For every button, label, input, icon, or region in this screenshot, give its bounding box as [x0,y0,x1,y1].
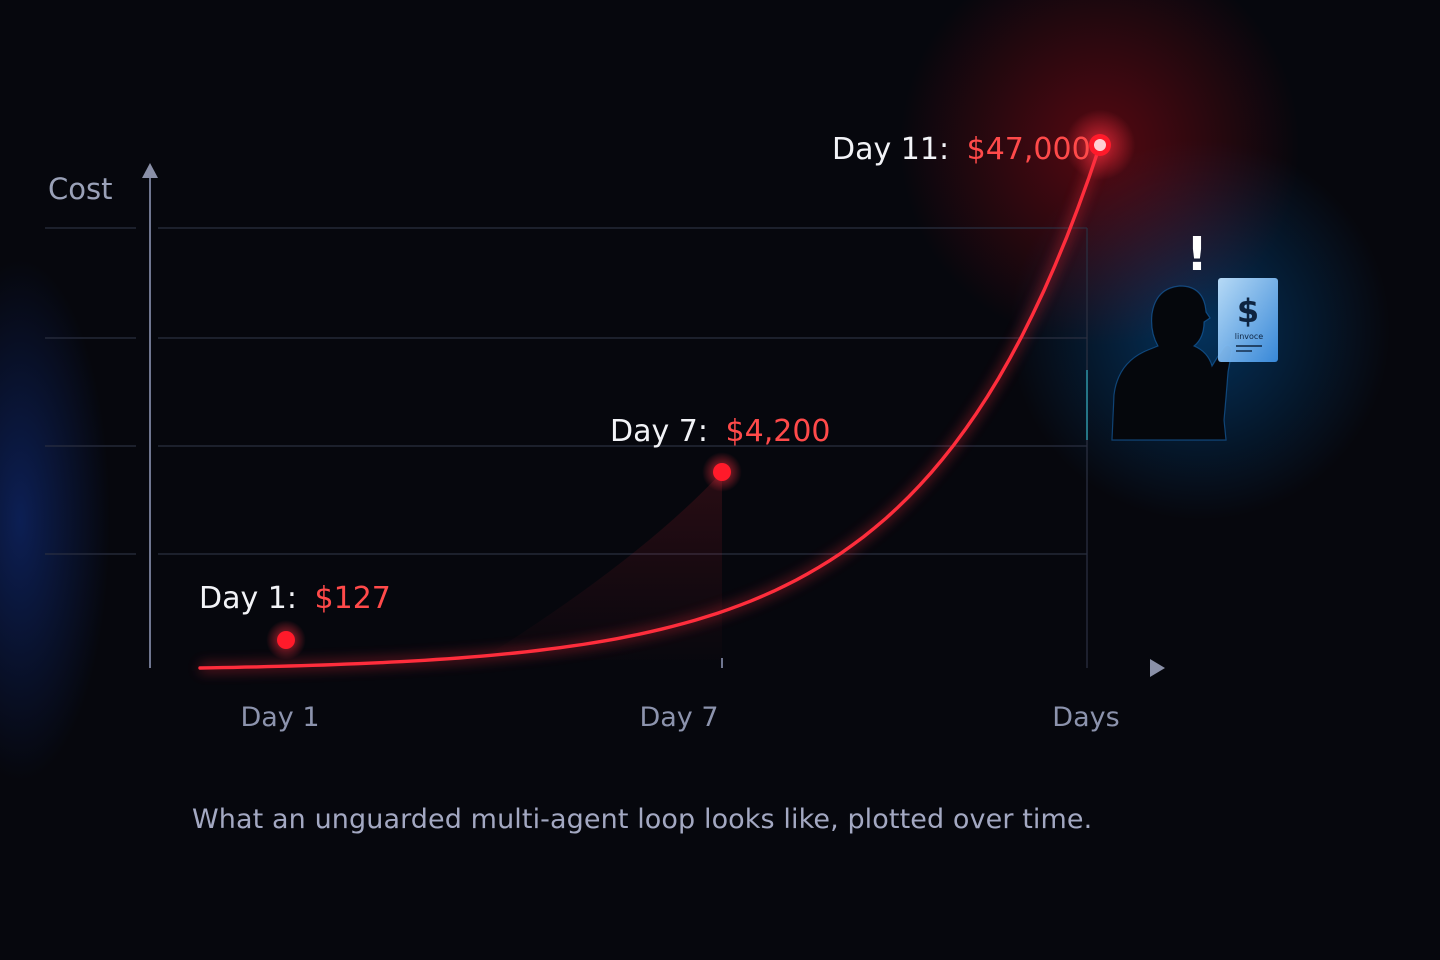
curve-area-shade [480,472,722,660]
data-point-core [1094,139,1106,151]
invoice-dollar: $ [1237,292,1259,330]
cost-curve [198,143,1102,670]
person-reading-invoice-icon: $ linvoce ! [1111,227,1278,441]
data-layer [198,109,1136,673]
grid-lines [45,227,1088,668]
person-silhouette-icon [1111,285,1233,441]
data-point [713,463,731,481]
annotation-day-7: Day 7: $4,200 [610,414,831,449]
annotation-label: Day 1: [199,581,297,616]
annotation-value: $47,000 [967,132,1091,167]
y-axis-arrow-icon [142,163,158,178]
annotation-label: Day 7: [610,414,708,449]
annotation-day-1: Day 1: $127 [199,581,391,616]
invoice-text: linvoce [1235,332,1264,341]
annotation-value: $4,200 [726,414,831,449]
chart-caption: What an unguarded multi-agent loop looks… [192,804,1093,835]
data-point [277,631,295,649]
x-tick-label: Days [1052,702,1119,733]
invoice-icon: $ linvoce [1218,278,1278,362]
annotation-label: Day 11: [832,132,949,167]
invoice-paper [1218,278,1278,362]
x-tick-label: Day 1 [240,702,319,733]
x-axis-arrow-icon [1150,659,1165,677]
annotation-day-11: Day 11: $47,000 [832,132,1091,167]
alert-mark-icon: ! [1187,227,1208,281]
x-tick-label: Day 7 [639,702,718,733]
annotation-value: $127 [315,581,391,616]
y-axis-label: Cost [48,172,112,206]
